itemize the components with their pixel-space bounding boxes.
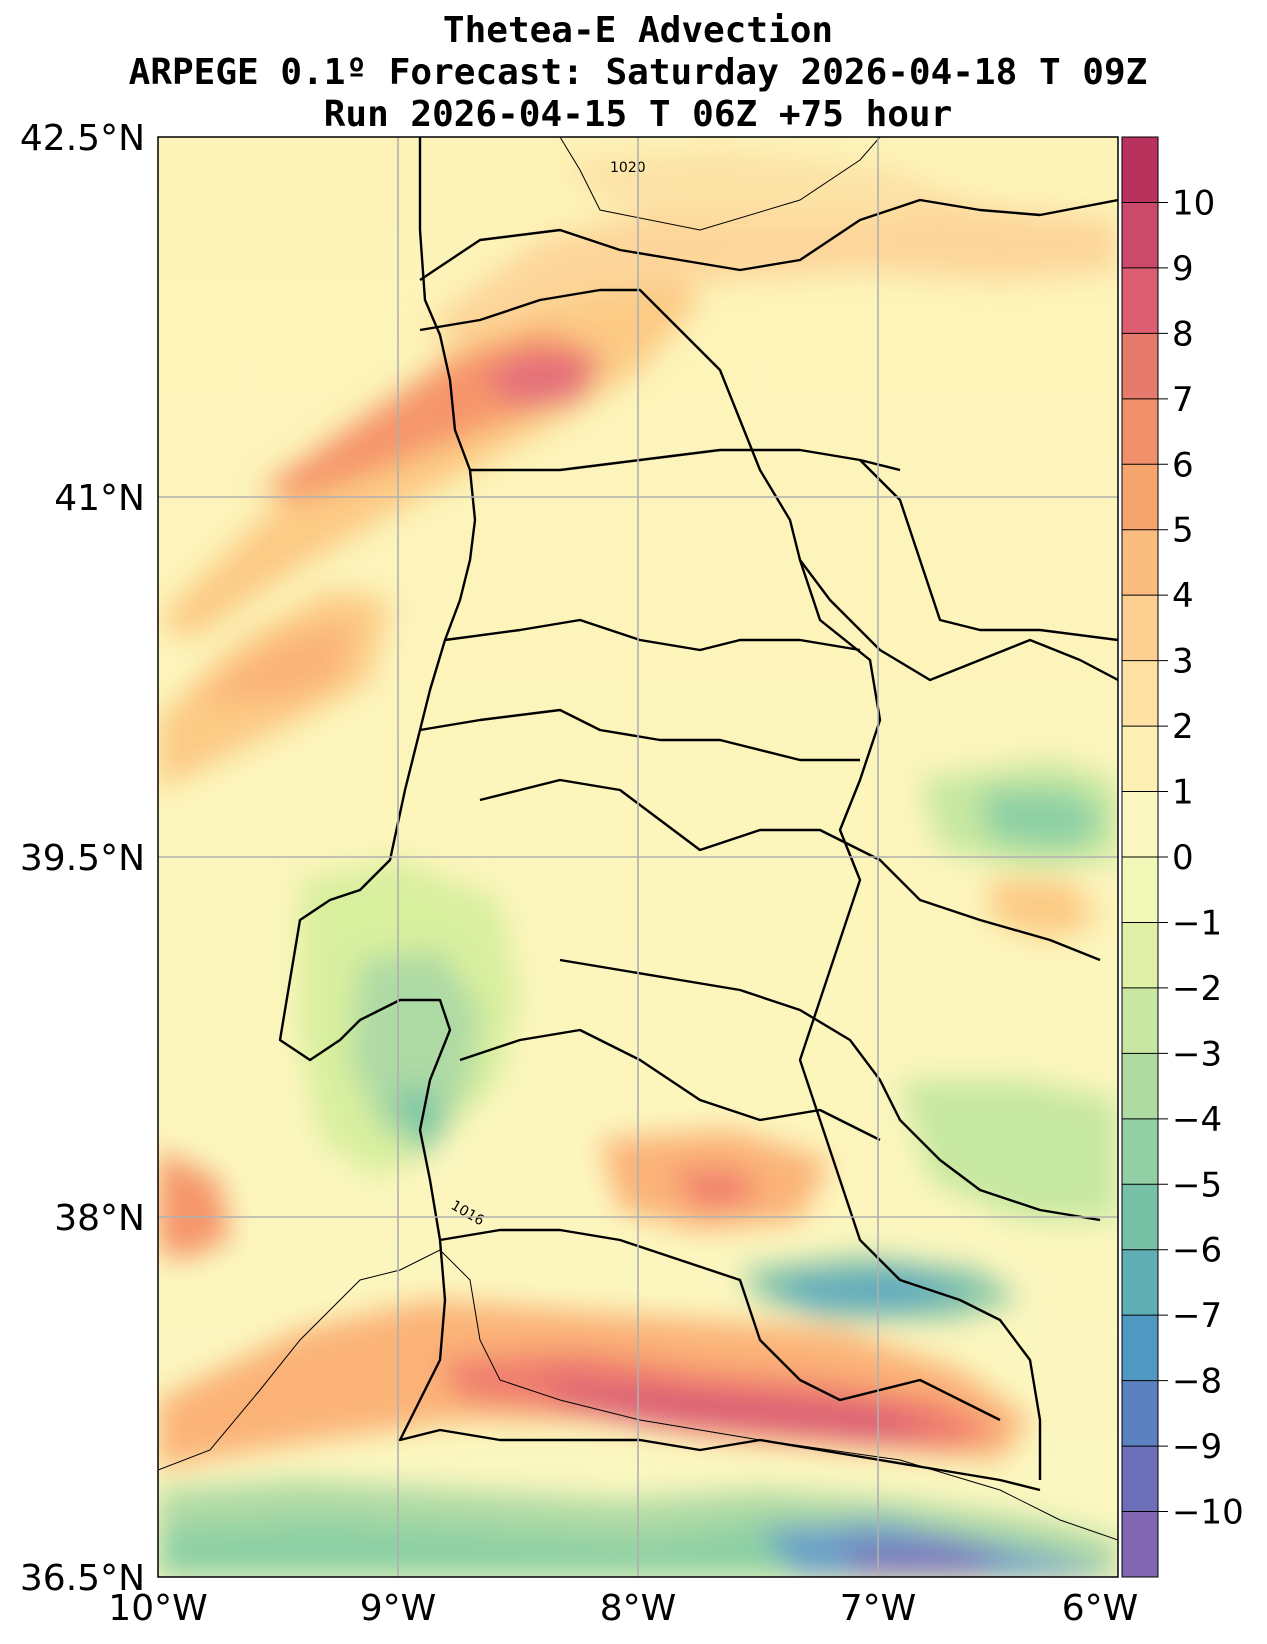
colorbar-band xyxy=(1122,1446,1158,1513)
colorbar-band xyxy=(1122,1511,1158,1578)
colorbar-tick-label: −2 xyxy=(1172,969,1222,1009)
chart-title: Thetea-E Advection ARPEGE 0.1º Forecast:… xyxy=(129,10,1148,135)
portugal-spain-border-east xyxy=(798,559,1042,1480)
lat-label-38: 38°N xyxy=(54,1198,145,1239)
colorbar-tick-label: −10 xyxy=(1172,1493,1244,1533)
title-line-1: Thetea-E Advection xyxy=(443,10,833,51)
colorbar-tick-label: 4 xyxy=(1172,576,1194,616)
colorbar-tick-label: −5 xyxy=(1172,1165,1222,1205)
lon-label-10w: 10°W xyxy=(108,1588,207,1629)
province-central-2 xyxy=(444,618,861,652)
isobar-1016 xyxy=(158,1249,1118,1541)
title-line-2: ARPEGE 0.1º Forecast: Saturday 2026-04-1… xyxy=(129,52,1148,93)
province-south-1 xyxy=(559,958,1101,1222)
colorbar-tick-label: 7 xyxy=(1172,380,1194,420)
colorbar-band xyxy=(1122,1315,1158,1382)
colorbar-tick-label: 6 xyxy=(1172,445,1194,485)
colorbar-band xyxy=(1122,857,1158,923)
graticule xyxy=(158,137,1118,1577)
portugal-coastline xyxy=(278,137,1041,1492)
colorbar-band xyxy=(1122,987,1158,1054)
colorbar-tick-label: 3 xyxy=(1172,642,1194,682)
colorbar-band xyxy=(1122,333,1158,400)
colorbar-tick-label: 9 xyxy=(1172,249,1194,289)
colorbar-band xyxy=(1122,202,1158,269)
province-south-3 xyxy=(439,1228,1001,1422)
colorbar-band xyxy=(1122,1118,1158,1185)
isobar-label-1020: 1020 xyxy=(610,160,646,176)
province-north-1 xyxy=(419,198,1118,281)
title-line-3: Run 2026-04-15 T 06Z +75 hour xyxy=(324,94,953,135)
colorbar-tick-label: −9 xyxy=(1172,1427,1222,1467)
colorbar-band xyxy=(1122,791,1158,858)
colorbar-tick-label: 8 xyxy=(1172,314,1194,354)
colorbar-band xyxy=(1122,1249,1158,1316)
colorbar-band xyxy=(1122,726,1158,793)
colorbar-band xyxy=(1122,1380,1158,1447)
colorbar-tick-label: −4 xyxy=(1172,1100,1222,1140)
lat-label-36-5: 36.5°N xyxy=(20,1558,145,1599)
colorbar-band xyxy=(1122,922,1158,989)
colorbar-tick-label: −7 xyxy=(1172,1296,1222,1336)
province-central-4 xyxy=(479,778,1101,962)
lat-label-42-5: 42.5°N xyxy=(20,118,145,159)
colorbar-band xyxy=(1122,267,1158,334)
colorbar-tick-label: 2 xyxy=(1172,707,1194,747)
colorbar-band xyxy=(1122,595,1158,662)
colorbar-band xyxy=(1122,137,1158,203)
lat-label-39-5: 39.5°N xyxy=(20,838,145,879)
province-south-2 xyxy=(459,1028,881,1142)
lon-label-9w: 9°W xyxy=(360,1588,437,1629)
colorbar-tick-label: 0 xyxy=(1172,838,1194,878)
isobar-1020 xyxy=(559,137,881,231)
lat-label-41: 41°N xyxy=(54,478,145,519)
lon-label-6w: 6°W xyxy=(1062,1588,1139,1629)
colorbar-band xyxy=(1122,398,1158,465)
land-borders xyxy=(278,137,1118,1492)
colorbar-tick-label: −6 xyxy=(1172,1231,1222,1271)
colorbar-band xyxy=(1122,464,1158,531)
colorbar-tick-label: 1 xyxy=(1172,773,1194,813)
colorbar-bands xyxy=(1122,137,1158,1578)
colorbar-band xyxy=(1122,1184,1158,1251)
lon-label-7w: 7°W xyxy=(840,1588,917,1629)
latitude-axis: 42.5°N 41°N 39.5°N 38°N 36.5°N xyxy=(20,118,145,1599)
province-central-3 xyxy=(419,708,860,762)
colorbar-band xyxy=(1122,1053,1158,1120)
colorbar-tick-label: 10 xyxy=(1172,183,1215,223)
lon-label-8w: 8°W xyxy=(600,1588,677,1629)
colorbar-band xyxy=(1122,529,1158,596)
longitude-axis: 10°W 9°W 8°W 7°W 6°W xyxy=(108,1588,1138,1629)
colorbar-tick-label: −8 xyxy=(1172,1362,1222,1402)
colorbar-tick-label: −1 xyxy=(1172,903,1222,943)
colorbar-tick-label: 5 xyxy=(1172,511,1194,551)
colorbar-tick-label: −3 xyxy=(1172,1034,1222,1074)
spain-portugal-border-north xyxy=(419,288,1118,682)
plot-frame xyxy=(157,136,1119,1578)
province-east-1 xyxy=(859,459,1118,642)
colorbar-band xyxy=(1122,660,1158,727)
